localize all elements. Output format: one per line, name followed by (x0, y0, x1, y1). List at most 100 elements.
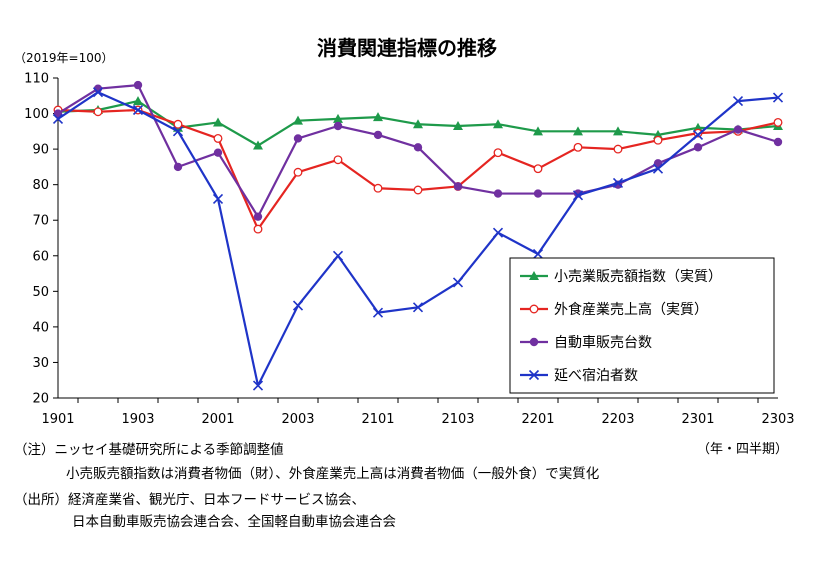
x-tick-label: 2301 (681, 412, 714, 427)
source-line-2: 日本自動車販売協会連合会、全国軽自動車協会連合会 (72, 514, 396, 530)
series-2-point (333, 155, 343, 165)
series-3-point (533, 189, 543, 198)
series-4-point (692, 129, 704, 140)
series-2-point (93, 107, 103, 117)
legend-item-1: 小売業販売額指数（実質） (520, 269, 722, 285)
x-tick-label: 2303 (761, 412, 794, 427)
series-4-point (532, 248, 544, 260)
series-1-point (213, 117, 223, 127)
series-3-point (413, 143, 423, 152)
series-2-point (373, 183, 383, 193)
series-3-point (373, 130, 383, 140)
series-1-point (573, 126, 583, 136)
series-1-point (373, 112, 383, 122)
series-2-point (613, 144, 623, 154)
series-4-point (732, 96, 744, 107)
series-4-point (52, 113, 64, 124)
series-1-point (533, 126, 543, 136)
series-4-point (412, 302, 424, 313)
y-tick-label: 100 (24, 107, 49, 122)
plot-area: 20 30 40 50 60 70 80 90 100 110 1901 1903 2001 2003 21… (24, 72, 794, 428)
chart-title: 消費関連指標の推移 (317, 36, 497, 60)
series-3-point (773, 137, 783, 147)
series-2-point (173, 119, 183, 129)
legend-item-2: 外食産業売上高（実質） (520, 301, 708, 318)
x-tick-label: 1901 (41, 412, 74, 427)
series-3-point (733, 125, 743, 134)
series-1-point (413, 119, 423, 129)
series-3-point (293, 134, 303, 143)
legend-box (509, 257, 775, 394)
series-3-point (693, 143, 703, 152)
y-tick-label: 90 (32, 143, 49, 158)
series-1-point (253, 140, 263, 150)
series-4-point (132, 104, 144, 116)
x-tick-label: 1903 (121, 412, 154, 427)
series-3-point (493, 189, 503, 198)
legend-marker (529, 304, 539, 314)
series-4-point (492, 227, 504, 238)
unit-label: （2019年=100） (14, 51, 114, 65)
series-4-point (92, 87, 104, 98)
legend-label: 小売業販売額指数（実質） (554, 269, 722, 285)
series-2-point (413, 185, 423, 195)
series-3-point (173, 162, 183, 172)
series-4-point (372, 307, 384, 318)
series-4-point (292, 300, 304, 311)
series-4-point (612, 177, 624, 188)
legend-label: 自動車販売台数 (554, 334, 652, 351)
x-tick-label: 2003 (281, 412, 314, 427)
series-2-point (533, 164, 543, 174)
note-line-1: （注）ニッセイ基礎研究所による季節調整値 (14, 442, 284, 458)
x-tick-label: 2001 (201, 412, 234, 427)
series-1-point (293, 115, 303, 125)
y-tick-label: 70 (32, 214, 49, 229)
series-2-point (493, 148, 503, 158)
x-tick-label: 2201 (521, 412, 554, 427)
series-2-point (653, 135, 663, 145)
series-1-point (493, 119, 503, 129)
x-tick-label: 2103 (441, 412, 474, 427)
y-tick-label: 110 (24, 72, 49, 87)
series-2-point (573, 142, 583, 152)
legend-marker (529, 271, 539, 280)
series-3-point (133, 80, 143, 90)
x-tick-label: 2203 (601, 412, 634, 427)
series-3-point (333, 121, 343, 131)
series-4 (52, 87, 784, 391)
series-1-point (133, 96, 143, 106)
series-1-point (613, 126, 623, 136)
series-4-point (452, 277, 464, 288)
series-3-point (253, 212, 263, 221)
series-4-point (572, 190, 584, 201)
series-2-point (773, 117, 783, 127)
series-3-point (213, 148, 223, 157)
series-3 (53, 80, 783, 221)
series-2-point (293, 167, 303, 177)
y-tick-label: 30 (32, 356, 49, 371)
y-tick-label: 50 (32, 285, 49, 300)
series-2-point (253, 224, 263, 234)
x-tick-label: 2101 (361, 412, 394, 427)
source-line-1: （出所）経済産業省、観光庁、日本フードサービス協会、 (14, 492, 365, 508)
legend-label: 外食産業売上高（実質） (554, 301, 708, 318)
legend-marker (529, 337, 539, 347)
legend-label: 延べ宿泊者数 (554, 367, 638, 384)
legend-item-3: 自動車販売台数 (520, 334, 652, 351)
legend-marker (528, 369, 540, 381)
y-tick-label: 80 (32, 178, 49, 193)
series-2-point (213, 133, 223, 143)
series-3-point (53, 109, 63, 118)
series-4-point (212, 193, 224, 204)
x-axis-label: （年・四半期） (697, 442, 788, 457)
series-4-point (332, 250, 344, 261)
y-tick-label: 40 (32, 320, 49, 335)
series-1-point (453, 121, 463, 130)
legend-item-4: 延べ宿泊者数 (520, 367, 638, 384)
series-4-point (172, 126, 184, 137)
series-1-point (333, 113, 343, 123)
series-4-point (772, 92, 784, 103)
series-3-point (453, 182, 463, 191)
